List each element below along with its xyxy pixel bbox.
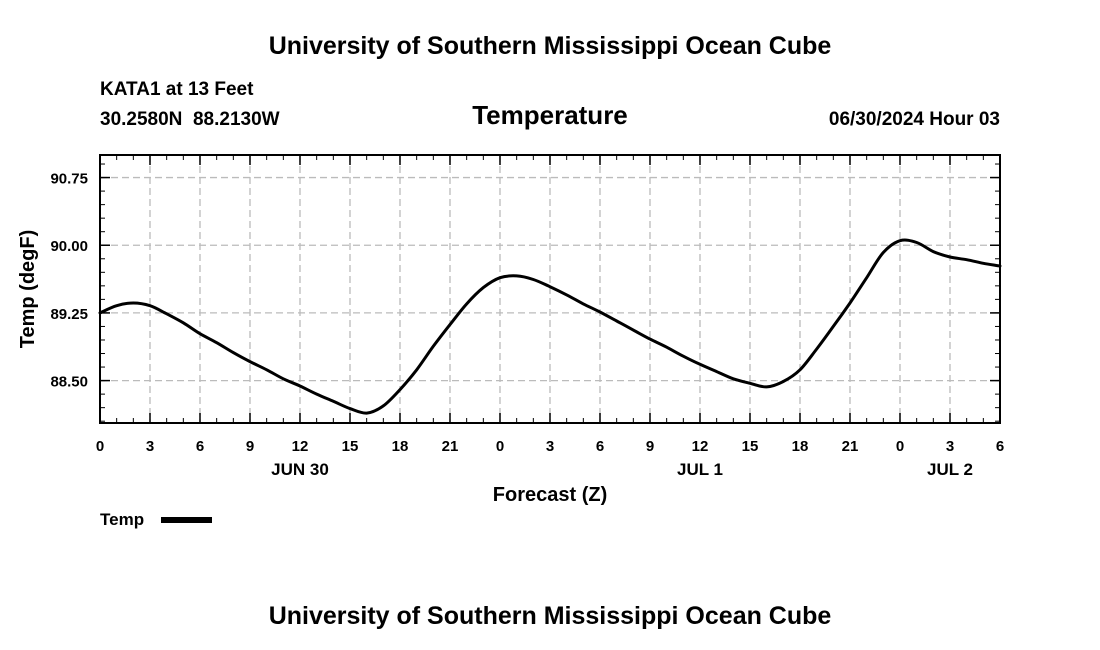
grid-lines bbox=[100, 155, 1000, 423]
date-labels: JUN 30 JUL 1 JUL 2 bbox=[271, 460, 973, 479]
x-tick-label-0: 0 bbox=[96, 438, 104, 455]
date-label-0: JUN 30 bbox=[271, 460, 329, 479]
x-tick-label-3: 9 bbox=[246, 438, 254, 455]
x-axis-label: Forecast (Z) bbox=[493, 484, 607, 506]
x-tick-label-11: 9 bbox=[646, 438, 654, 455]
y-tick-label-3: 90.75 bbox=[50, 171, 88, 188]
x-tick-label-16: 0 bbox=[896, 438, 904, 455]
y-axis-label: Temp (degF) bbox=[17, 230, 39, 349]
x-tick-label-10: 6 bbox=[596, 438, 604, 455]
y-tick-label-0: 88.50 bbox=[50, 374, 88, 391]
x-tick-label-6: 18 bbox=[392, 438, 409, 455]
coords-label: 30.2580N 88.2130W bbox=[100, 109, 280, 130]
y-tick-label-2: 90.00 bbox=[50, 238, 88, 255]
y-tick-label-1: 89.25 bbox=[50, 306, 88, 323]
y-axis-ticks: 88.50 89.25 90.00 90.75 bbox=[50, 171, 1000, 391]
x-tick-label-14: 18 bbox=[792, 438, 809, 455]
x-tick-label-4: 12 bbox=[292, 438, 309, 455]
title-top: University of Southern Mississippi Ocean… bbox=[269, 32, 832, 60]
station-label: KATA1 at 13 Feet bbox=[100, 79, 254, 100]
x-tick-label-1: 3 bbox=[146, 438, 154, 455]
x-tick-label-13: 15 bbox=[742, 438, 759, 455]
title-bottom: University of Southern Mississippi Ocean… bbox=[269, 602, 832, 630]
datetime-label: 06/30/2024 Hour 03 bbox=[829, 109, 1000, 130]
date-label-2: JUL 2 bbox=[927, 460, 973, 479]
date-label-1: JUL 1 bbox=[677, 460, 723, 479]
legend-label: Temp bbox=[100, 510, 144, 529]
x-tick-label-15: 21 bbox=[842, 438, 859, 455]
chart-title: Temperature bbox=[472, 100, 628, 130]
x-tick-label-7: 21 bbox=[442, 438, 459, 455]
x-tick-label-9: 3 bbox=[546, 438, 554, 455]
x-axis-ticks: 0 3 6 9 12 15 18 21 0 3 6 9 12 15 18 21 0 3 6 bbox=[96, 155, 1004, 455]
x-tick-label-12: 12 bbox=[692, 438, 709, 455]
x-tick-label-2: 6 bbox=[196, 438, 204, 455]
x-tick-label-8: 0 bbox=[496, 438, 504, 455]
x-tick-label-18: 6 bbox=[996, 438, 1004, 455]
x-tick-label-17: 3 bbox=[946, 438, 954, 455]
x-tick-label-5: 15 bbox=[342, 438, 359, 455]
series-line-temp bbox=[98, 238, 1002, 415]
